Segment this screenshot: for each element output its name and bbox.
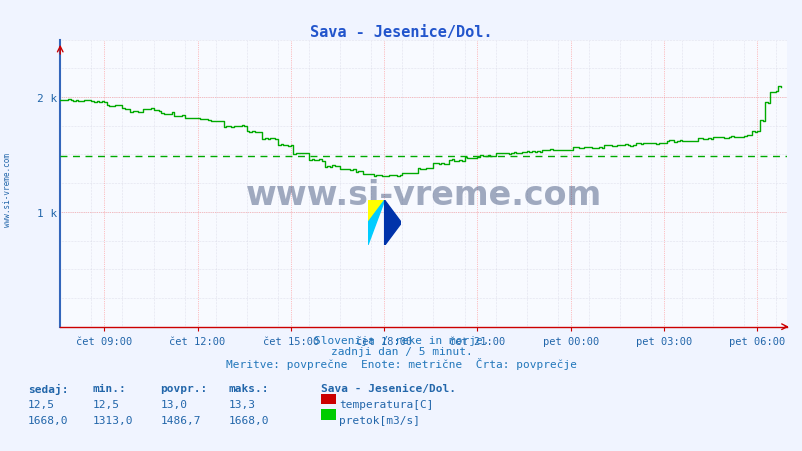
Text: 12,5: 12,5 <box>28 399 55 409</box>
Text: 1313,0: 1313,0 <box>92 415 132 425</box>
Text: min.:: min.: <box>92 383 126 393</box>
Polygon shape <box>367 201 384 223</box>
Text: www.si-vreme.com: www.si-vreme.com <box>2 152 12 226</box>
Text: 13,3: 13,3 <box>229 399 256 409</box>
Text: povpr.:: povpr.: <box>160 383 208 393</box>
Text: 12,5: 12,5 <box>92 399 119 409</box>
Text: Slovenija / reke in morje.: Slovenija / reke in morje. <box>314 335 488 345</box>
Polygon shape <box>367 201 384 246</box>
Text: 1668,0: 1668,0 <box>28 415 68 425</box>
Text: maks.:: maks.: <box>229 383 269 393</box>
Text: pretok[m3/s]: pretok[m3/s] <box>338 415 419 425</box>
Text: Meritve: povprečne  Enote: metrične  Črta: povprečje: Meritve: povprečne Enote: metrične Črta:… <box>225 358 577 370</box>
Text: Sava - Jesenice/Dol.: Sava - Jesenice/Dol. <box>321 383 456 393</box>
Text: zadnji dan / 5 minut.: zadnji dan / 5 minut. <box>330 346 472 356</box>
Text: sedaj:: sedaj: <box>28 383 68 394</box>
Polygon shape <box>384 201 401 246</box>
Text: Sava - Jesenice/Dol.: Sava - Jesenice/Dol. <box>310 25 492 40</box>
Text: 1486,7: 1486,7 <box>160 415 200 425</box>
Text: 13,0: 13,0 <box>160 399 188 409</box>
Text: www.si-vreme.com: www.si-vreme.com <box>245 179 601 212</box>
Text: temperatura[C]: temperatura[C] <box>338 399 433 409</box>
Text: 1668,0: 1668,0 <box>229 415 269 425</box>
